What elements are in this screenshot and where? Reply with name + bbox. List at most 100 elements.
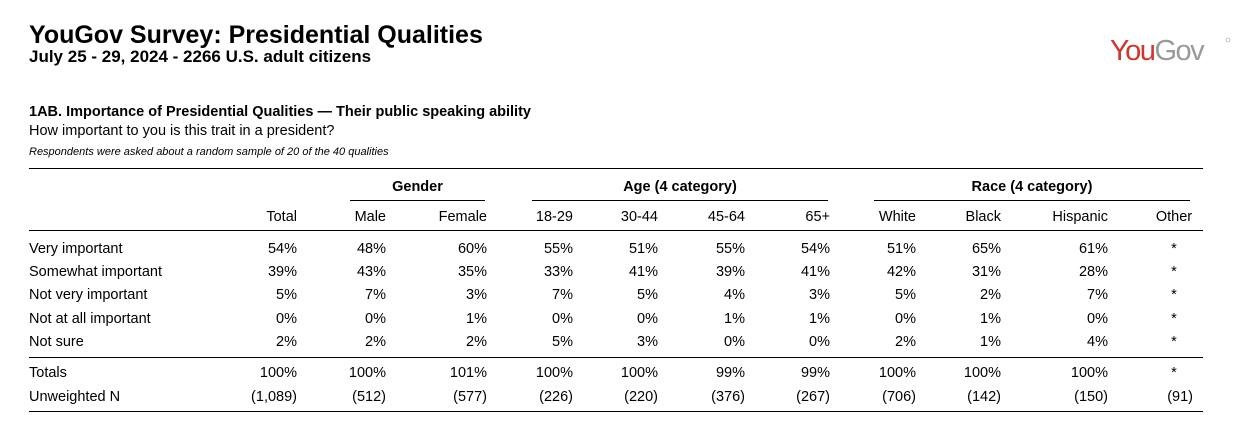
table-cell: 0% bbox=[724, 334, 745, 350]
table-cell: (150) bbox=[1074, 389, 1108, 405]
question-text: How important to you is this trait in a … bbox=[29, 123, 335, 139]
group-header-age: Age (4 category) bbox=[623, 179, 737, 195]
body-bottom-rule bbox=[29, 357, 1203, 358]
table-cell: 31% bbox=[971, 264, 1001, 280]
table-cell: * bbox=[1171, 311, 1177, 327]
row-label: Somewhat important bbox=[29, 264, 162, 280]
table-cell: 4% bbox=[1087, 334, 1108, 350]
table-cell: 100% bbox=[535, 365, 573, 381]
table-cell: (512) bbox=[352, 389, 386, 405]
table-cell: 54% bbox=[267, 241, 297, 257]
group-header-gender: Gender bbox=[392, 179, 443, 195]
column-header: Female bbox=[438, 209, 487, 225]
table-cell: 7% bbox=[365, 287, 386, 303]
table-cell: 5% bbox=[637, 287, 658, 303]
table-cell: (226) bbox=[539, 389, 573, 405]
table-cell: 55% bbox=[715, 241, 745, 257]
column-header: Hispanic bbox=[1052, 209, 1108, 225]
row-label: Not at all important bbox=[29, 311, 151, 327]
table-cell: 0% bbox=[809, 334, 830, 350]
page-title: YouGov Survey: Presidential Qualities bbox=[29, 21, 483, 49]
group-underline-race bbox=[874, 200, 1190, 201]
table-cell: 51% bbox=[886, 241, 916, 257]
table-cell: 48% bbox=[356, 241, 386, 257]
table-cell: 5% bbox=[552, 334, 573, 350]
column-header: 18-29 bbox=[535, 209, 573, 225]
table-cell: 7% bbox=[552, 287, 573, 303]
group-underline-gender bbox=[350, 200, 485, 201]
table-cell: 0% bbox=[552, 311, 573, 327]
table-cell: 28% bbox=[1078, 264, 1108, 280]
table-cell: 2% bbox=[365, 334, 386, 350]
table-cell: 2% bbox=[980, 287, 1001, 303]
table-cell: 60% bbox=[457, 241, 487, 257]
table-cell: 100% bbox=[1070, 365, 1108, 381]
yougov-logo: YouGov bbox=[1110, 35, 1231, 67]
table-cell: 100% bbox=[620, 365, 658, 381]
table-cell: 42% bbox=[886, 264, 916, 280]
table-cell: (1,089) bbox=[251, 389, 297, 405]
table-cell: 2% bbox=[466, 334, 487, 350]
table-cell: * bbox=[1171, 241, 1177, 257]
table-cell: 5% bbox=[895, 287, 916, 303]
table-cell: 51% bbox=[628, 241, 658, 257]
table-cell: 0% bbox=[895, 311, 916, 327]
column-header: 30-44 bbox=[620, 209, 658, 225]
table-cell: 65% bbox=[971, 241, 1001, 257]
table-cell: 61% bbox=[1078, 241, 1108, 257]
column-header: 65+ bbox=[805, 209, 830, 225]
table-cell: 4% bbox=[724, 287, 745, 303]
table-cell: (267) bbox=[796, 389, 830, 405]
table-cell: 41% bbox=[800, 264, 830, 280]
table-cell: 0% bbox=[1087, 311, 1108, 327]
table-cell: (376) bbox=[711, 389, 745, 405]
table-cell: 3% bbox=[466, 287, 487, 303]
table-cell: (142) bbox=[967, 389, 1001, 405]
table-cell: 100% bbox=[878, 365, 916, 381]
group-underline-age bbox=[532, 200, 828, 201]
table-cell: 35% bbox=[457, 264, 487, 280]
question-title: 1AB. Importance of Presidential Qualitie… bbox=[29, 104, 531, 120]
table-cell: 55% bbox=[543, 241, 573, 257]
row-label: Unweighted N bbox=[29, 389, 121, 405]
row-label: Not very important bbox=[29, 287, 148, 303]
table-cell: 3% bbox=[637, 334, 658, 350]
column-header: Male bbox=[354, 209, 386, 225]
table-cell: 1% bbox=[980, 311, 1001, 327]
table-cell: 1% bbox=[724, 311, 745, 327]
table-cell: (577) bbox=[453, 389, 487, 405]
question-note: Respondents were asked about a random sa… bbox=[29, 146, 389, 158]
column-header: 45-64 bbox=[707, 209, 745, 225]
table-cell: 0% bbox=[365, 311, 386, 327]
table-cell: 7% bbox=[1087, 287, 1108, 303]
table-cell: * bbox=[1171, 334, 1177, 350]
table-cell: 3% bbox=[809, 287, 830, 303]
row-label: Very important bbox=[29, 241, 123, 257]
svg-text:YouGov: YouGov bbox=[1110, 35, 1205, 67]
table-cell: 2% bbox=[276, 334, 297, 350]
table-cell: (91) bbox=[1167, 389, 1193, 405]
table-cell: 33% bbox=[543, 264, 573, 280]
table-cell: (706) bbox=[882, 389, 916, 405]
row-label: Totals bbox=[29, 365, 67, 381]
table-cell: 100% bbox=[348, 365, 386, 381]
table-cell: 1% bbox=[809, 311, 830, 327]
table-top-rule bbox=[29, 168, 1203, 169]
table-cell: 99% bbox=[715, 365, 745, 381]
table-cell: 5% bbox=[276, 287, 297, 303]
column-header: Total bbox=[266, 209, 297, 225]
column-header: Black bbox=[965, 209, 1001, 225]
row-label: Not sure bbox=[29, 334, 84, 350]
group-header-race: Race (4 category) bbox=[971, 179, 1093, 195]
table-cell: 41% bbox=[628, 264, 658, 280]
table-bottom-rule bbox=[29, 411, 1203, 412]
table-cell: 101% bbox=[449, 365, 487, 381]
column-header: White bbox=[878, 209, 916, 225]
table-cell: 2% bbox=[895, 334, 916, 350]
table-cell: 1% bbox=[980, 334, 1001, 350]
table-cell: 39% bbox=[267, 264, 297, 280]
column-header: Other bbox=[1155, 209, 1193, 225]
table-cell: 43% bbox=[356, 264, 386, 280]
table-cell: (220) bbox=[624, 389, 658, 405]
table-cell: 54% bbox=[800, 241, 830, 257]
